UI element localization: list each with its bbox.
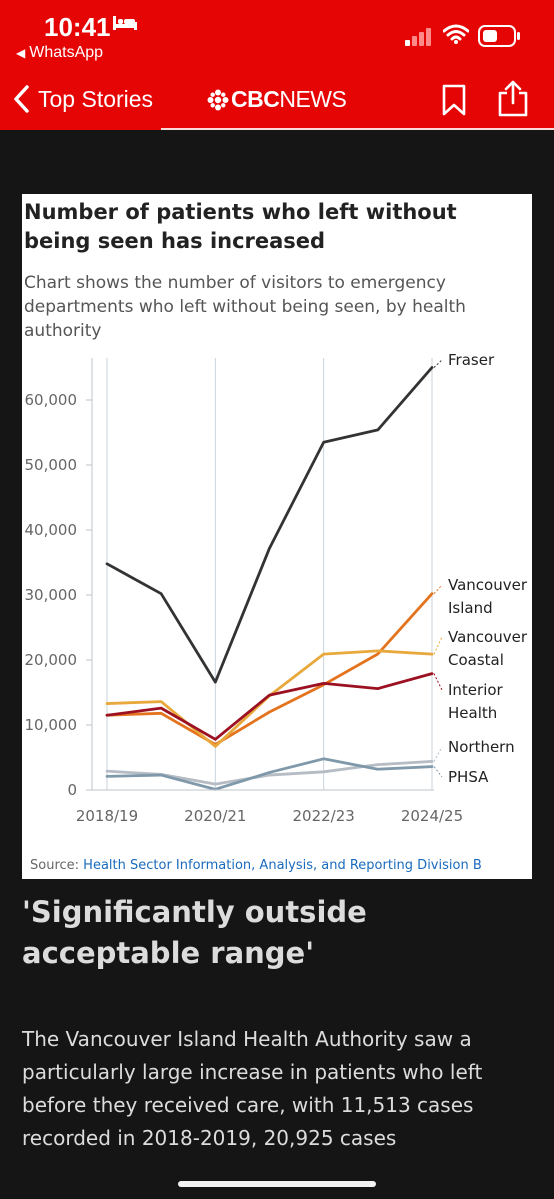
series-leader-line	[433, 746, 443, 762]
series-line	[105, 672, 434, 741]
battery-icon	[478, 25, 520, 47]
series-label: PHSA	[448, 768, 489, 786]
chart-card: Number of patients who left without bein…	[22, 194, 532, 879]
chart-title: Number of patients who left without bein…	[24, 200, 457, 253]
series-label: Vancouver	[448, 628, 528, 646]
article-subhead: 'Significantly outside acceptable range'	[22, 895, 367, 970]
brand-bold: CBC	[231, 86, 280, 112]
y-tick-label: 50,000	[25, 456, 78, 474]
series-line	[105, 649, 434, 748]
source-label: Source:	[30, 858, 80, 873]
back-app-label: WhatsApp	[29, 44, 104, 61]
series-leader-line	[433, 636, 443, 655]
signal-icon	[405, 28, 431, 46]
cbc-gem-icon	[207, 89, 229, 110]
x-tick-label: 2018/19	[76, 807, 138, 825]
bed-icon	[113, 16, 137, 30]
x-tick-label: 2022/23	[293, 807, 355, 825]
y-tick-label: 60,000	[25, 391, 78, 409]
chart-source: Source: Health Sector Information, Analy…	[30, 858, 532, 873]
y-tick-label: 40,000	[25, 521, 78, 539]
line-chart: 2018/19 2020/21 2022/23 2024/25 0 10,000 20,00…	[25, 351, 528, 825]
brand-light: NEWS	[279, 86, 347, 112]
y-tick-label: 20,000	[25, 651, 78, 669]
series-line	[105, 592, 434, 746]
article-body: The Vancouver Island Health Authority sa…	[22, 1027, 483, 1150]
nav-underline	[161, 128, 554, 130]
back-button[interactable]: Top Stories	[12, 82, 153, 116]
y-tick-label: 10,000	[25, 716, 78, 734]
x-tick-label: 2020/21	[184, 807, 246, 825]
back-triangle-icon: ◀	[16, 46, 26, 60]
y-tick-label: 0	[67, 781, 77, 799]
nav-bar: Top Stories CBCNEWS	[0, 70, 554, 130]
series-label: Fraser	[448, 351, 495, 369]
back-button-label: Top Stories	[38, 85, 154, 112]
series-label: Vancouver	[448, 576, 528, 594]
status-bar: 10:41 ◀ WhatsApp	[0, 0, 554, 70]
series-line	[105, 757, 434, 791]
series-label: Health	[448, 704, 497, 722]
back-to-app-link[interactable]: ◀ WhatsApp	[16, 44, 103, 62]
x-tick-label: 2024/25	[401, 807, 463, 825]
series-label: Island	[448, 599, 493, 617]
series-leader-line	[433, 584, 443, 595]
source-link[interactable]: Health Sector Information, Analysis, and…	[83, 858, 482, 873]
series-leader-line	[433, 766, 443, 778]
series-leader-line	[433, 359, 443, 368]
wifi-icon	[443, 24, 469, 44]
series-label: Coastal	[448, 651, 504, 669]
status-time: 10:41	[44, 12, 111, 42]
home-indicator[interactable]	[178, 1181, 376, 1187]
series-leader-line	[433, 673, 443, 691]
chart-subtitle: Chart shows the number of visitors to em…	[24, 273, 466, 341]
series-label: Northern	[448, 738, 515, 756]
bookmark-icon[interactable]	[441, 84, 467, 116]
share-icon[interactable]	[496, 80, 530, 118]
cbc-news-logo: CBCNEWS	[207, 86, 347, 113]
series-label: Interior	[448, 681, 504, 699]
series-line	[105, 366, 434, 684]
y-tick-label: 30,000	[25, 586, 78, 604]
chevron-left-icon	[14, 85, 29, 113]
